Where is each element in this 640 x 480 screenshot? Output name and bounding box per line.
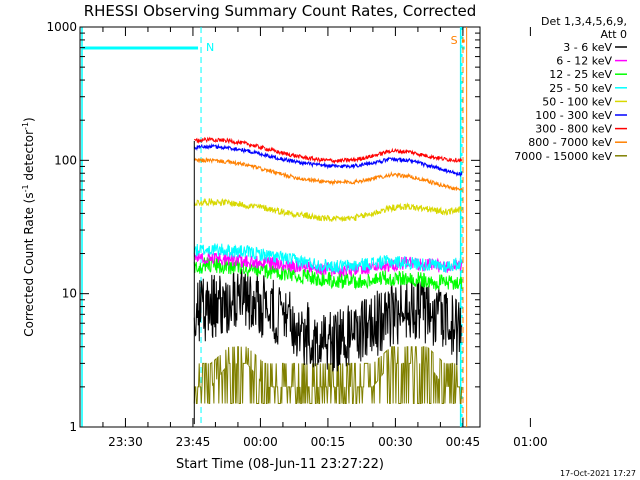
x-tick-label: 00:45 bbox=[446, 435, 481, 449]
night-marker-label: N bbox=[206, 41, 214, 54]
legend-entry-label: 3 - 6 keV bbox=[563, 41, 612, 54]
plot-frame bbox=[79, 26, 481, 428]
series-line-8 bbox=[193, 346, 463, 404]
annotation-layer: NS bbox=[81, 27, 468, 427]
date-stamp: 17-Oct-2021 17:27 bbox=[560, 469, 636, 478]
y-axis-label-end: ) bbox=[22, 117, 36, 122]
axis-layer: 1 10 100 1000 23:30 23:45 00:00 00:15 00:30 00:45… bbox=[46, 20, 547, 449]
series-line-4 bbox=[193, 197, 463, 222]
legend-entry-label: 12 - 25 keV bbox=[549, 68, 612, 81]
x-tick-label: 23:30 bbox=[108, 435, 143, 449]
series-line-7 bbox=[193, 156, 463, 191]
x-tick-label: 00:15 bbox=[311, 435, 346, 449]
y-axis-label-mid: detector bbox=[22, 130, 36, 185]
legend-entry-label: 100 - 300 keV bbox=[535, 109, 612, 122]
legend-entry-label: 50 - 100 keV bbox=[542, 95, 612, 108]
y-axis-label-main: Corrected Count Rate (s bbox=[22, 192, 36, 336]
legend-header-2: Att 0 bbox=[601, 28, 627, 41]
series-line-6 bbox=[193, 136, 463, 165]
y-axis-label: Corrected Count Rate (s-1 detector-1) bbox=[21, 117, 36, 336]
x-tick-label: 23:45 bbox=[176, 435, 211, 449]
legend-entry-label: 300 - 800 keV bbox=[535, 123, 612, 136]
x-tick-label: 00:00 bbox=[243, 435, 278, 449]
y-tick-label: 1 bbox=[69, 420, 77, 434]
y-tick-label: 10 bbox=[62, 287, 77, 301]
legend-entry-label: 6 - 12 keV bbox=[556, 55, 612, 68]
x-tick-label: 00:30 bbox=[378, 435, 413, 449]
x-axis-label: Start Time (08-Jun-11 23:27:22) bbox=[176, 457, 384, 472]
legend-entry-label: 800 - 7000 keV bbox=[528, 136, 612, 149]
series-line-3 bbox=[193, 243, 463, 273]
y-tick-label: 1000 bbox=[46, 20, 77, 34]
y-tick-label: 100 bbox=[54, 153, 77, 167]
series-line-2 bbox=[193, 256, 463, 292]
y-axis-label-sup2: -1 bbox=[21, 122, 30, 130]
legend-entry-label: 25 - 50 keV bbox=[549, 82, 612, 95]
saa-marker-label: S bbox=[451, 34, 458, 47]
series-line-5 bbox=[193, 142, 463, 178]
y-axis-label-sup1: -1 bbox=[21, 184, 30, 192]
legend-entry-label: 7000 - 15000 keV bbox=[514, 150, 612, 163]
x-tick-label: 01:00 bbox=[513, 435, 548, 449]
series-line-0 bbox=[193, 268, 463, 372]
legend-header-1: Det 1,3,4,5,6,9, bbox=[541, 15, 627, 28]
chart-title: RHESSI Observing Summary Count Rates, Co… bbox=[84, 2, 477, 20]
series-layer bbox=[193, 136, 463, 425]
